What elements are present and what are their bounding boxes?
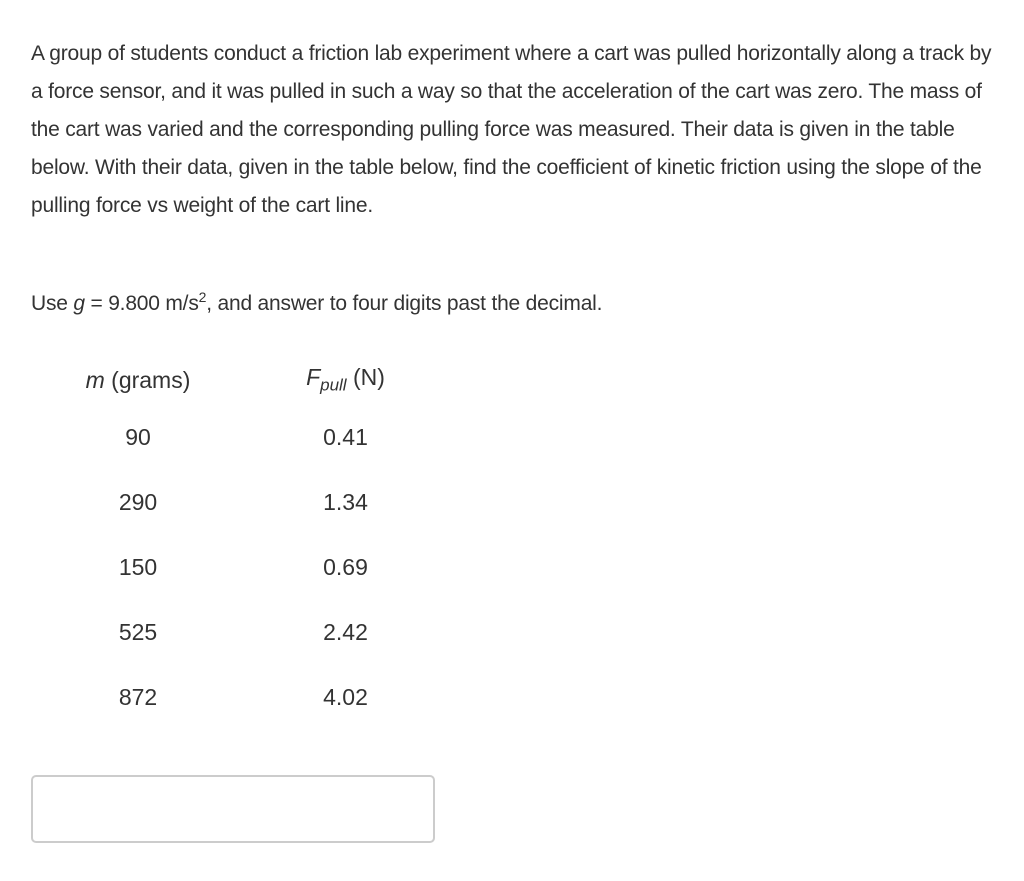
force-cell: 0.69 [323, 554, 368, 580]
mass-unit: (grams) [104, 366, 191, 393]
table-row: 90 0.41 [38, 405, 453, 470]
note-value: = 9.800 m/s [84, 292, 199, 315]
table-row: 150 0.69 [38, 535, 453, 600]
table-row: 290 1.34 [38, 470, 453, 535]
answer-input[interactable] [31, 775, 435, 843]
table-header-row: m (grams) Fpull (N) [38, 355, 453, 405]
header-mass: m (grams) [38, 355, 238, 405]
force-cell: 2.42 [323, 619, 368, 645]
mass-symbol: m [85, 366, 105, 393]
force-cell: 1.34 [323, 489, 368, 515]
force-cell: 4.02 [323, 684, 368, 710]
force-unit: (N) [346, 364, 385, 391]
table-row: 872 4.02 [38, 665, 453, 730]
mass-cell: 290 [118, 489, 158, 515]
question-text: A group of students conduct a friction l… [31, 42, 992, 217]
mass-cell: 90 [125, 424, 151, 450]
force-subscript: pull [320, 375, 347, 395]
table-row: 525 2.42 [38, 600, 453, 665]
mass-cell: 872 [118, 684, 158, 710]
note-suffix: , and answer to four digits past the dec… [206, 292, 603, 315]
data-table: m (grams) Fpull (N) 90 0.41 290 1.34 150 0.69… [38, 355, 453, 730]
note-variable: g [73, 292, 85, 315]
mass-cell: 525 [118, 619, 158, 645]
note-exponent: 2 [198, 289, 207, 305]
mass-cell: 150 [118, 554, 158, 580]
header-force: Fpull (N) [238, 355, 453, 405]
force-cell: 0.41 [323, 424, 368, 450]
instructions: Use g = 9.800 m/s2, and answer to four d… [31, 285, 602, 323]
force-symbol: F [306, 364, 321, 391]
note-prefix: Use [31, 292, 74, 315]
